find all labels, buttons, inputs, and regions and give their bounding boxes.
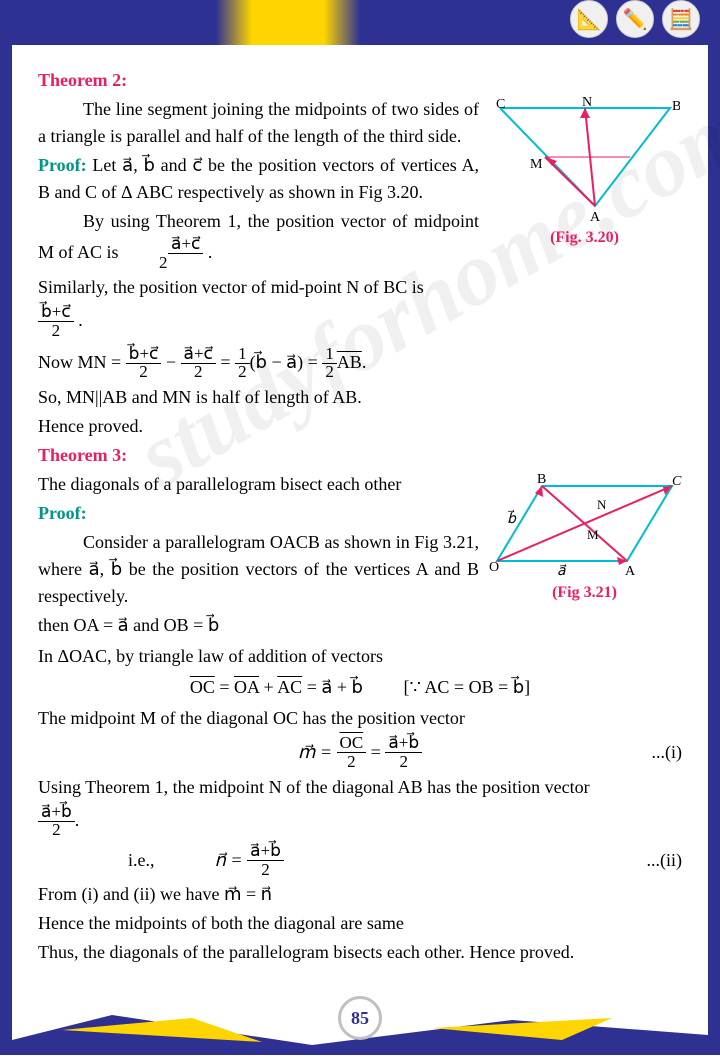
eq-tag-i: ...(i): [652, 739, 683, 766]
theorem3-title: Theorem 3:: [38, 445, 127, 465]
triangle-diagram: C N B M A: [490, 96, 680, 226]
theorem2-title: Theorem 2:: [38, 70, 127, 90]
theorem2-hence: Hence proved.: [38, 413, 682, 440]
page-content: Theorem 2: C N B M A (Fig. 3.20) The lin…: [0, 45, 720, 978]
svg-text:M: M: [587, 527, 599, 542]
pencil-icon: ✏️: [616, 0, 654, 38]
figure-3-20: C N B M A (Fig. 3.20): [487, 96, 682, 250]
theorem3-p4: The midpoint M of the diagonal OC has th…: [38, 705, 682, 732]
theorem3-p3: In ΔOAC, by triangle law of addition of …: [38, 643, 682, 670]
fig-3-21-label: (Fig 3.21): [487, 581, 682, 605]
calculator-icon: 🧮: [662, 0, 700, 38]
ie-label: i.e.,: [128, 847, 155, 874]
theorem2-eq-label: Now MN =: [38, 352, 121, 372]
proof-label-3: Proof:: [38, 503, 87, 523]
theorem2-p1: Let a⃗, b⃗ and c⃗ be the position vector…: [38, 155, 479, 202]
theorem2-so: So, MN||AB and MN is half of length of A…: [38, 384, 682, 411]
parallelogram-diagram: B C N M O A a⃗ b⃗: [487, 471, 682, 581]
proof-label-2: Proof:: [38, 155, 87, 175]
eq-tag-ii: ...(ii): [647, 847, 683, 874]
theorem3-p2: then OA = a⃗ and OB = b⃗: [38, 612, 682, 639]
eq1-note: [∵ AC = OB = b⃗]: [403, 677, 530, 697]
eq1: OC: [190, 677, 215, 697]
svg-text:B: B: [537, 472, 546, 487]
theorem3-p8: Thus, the diagonals of the parallelogram…: [38, 939, 682, 966]
svg-text:A: A: [625, 564, 636, 579]
theorem2-p3: Similarly, the position vector of mid-po…: [38, 277, 424, 297]
top-banner: 📐 ✏️ 🧮: [0, 0, 720, 45]
compass-icon: 📐: [570, 0, 608, 38]
svg-text:A: A: [590, 210, 601, 225]
svg-text:N: N: [597, 497, 607, 512]
svg-text:a⃗: a⃗: [557, 564, 567, 579]
svg-text:O: O: [489, 560, 499, 575]
theorem3-p6: From (i) and (ii) we have m⃗ = n⃗: [38, 881, 682, 908]
svg-text:M: M: [530, 157, 543, 172]
svg-text:B: B: [672, 99, 680, 114]
svg-text:b⃗: b⃗: [507, 510, 517, 528]
page-number: 85: [338, 996, 382, 1040]
svg-text:C: C: [672, 474, 682, 489]
theorem2-p2: By using Theorem 1, the position vector …: [38, 211, 479, 262]
theorem3-p5: Using Theorem 1, the midpoint N of the d…: [38, 774, 682, 801]
top-icons: 📐 ✏️ 🧮: [570, 0, 700, 38]
theorem3-p7: Hence the midpoints of both the diagonal…: [38, 910, 682, 937]
svg-text:N: N: [582, 96, 592, 110]
figure-3-21: B C N M O A a⃗ b⃗ (Fig 3.21): [487, 471, 682, 605]
fig-3-20-label: (Fig. 3.20): [487, 226, 682, 250]
svg-text:C: C: [496, 97, 505, 112]
